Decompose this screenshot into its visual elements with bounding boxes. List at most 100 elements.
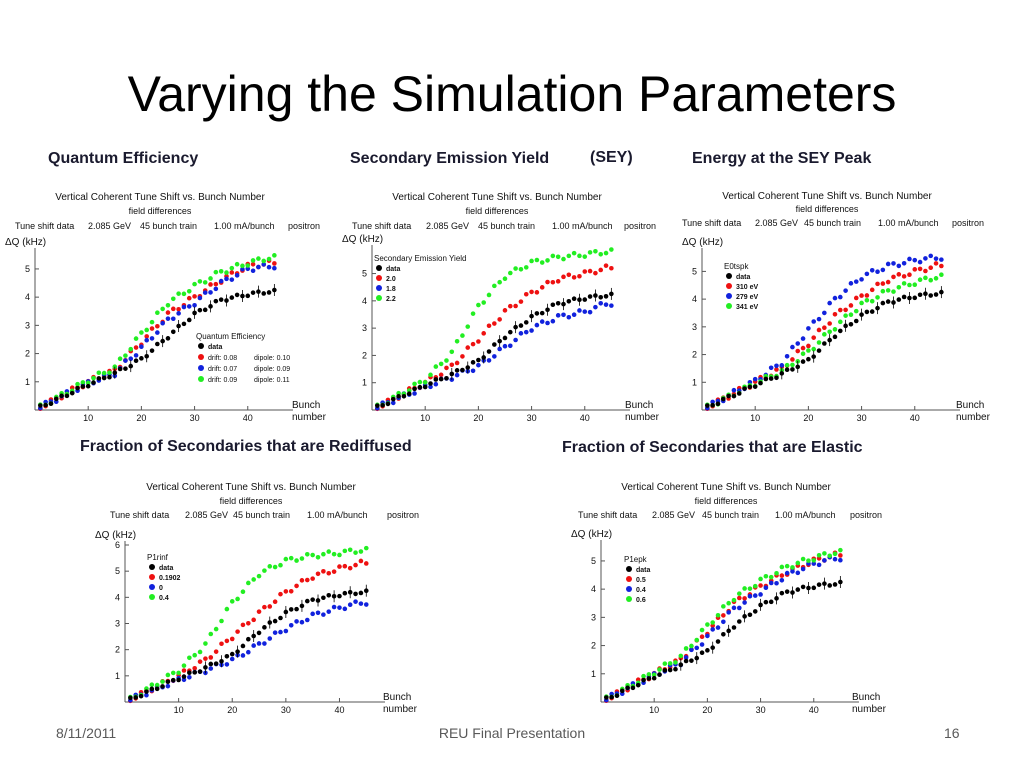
data-point	[561, 301, 566, 307]
data-point	[550, 253, 556, 259]
data-point	[827, 329, 832, 335]
data-point	[582, 309, 588, 314]
data-point	[550, 318, 556, 324]
data-point	[224, 298, 229, 303]
data-point	[342, 606, 348, 612]
legend-marker	[149, 574, 155, 580]
data-point	[598, 267, 604, 273]
data-point	[486, 349, 492, 354]
data-point	[822, 341, 827, 346]
data-point	[139, 356, 144, 361]
data-point	[208, 666, 214, 671]
data-point	[208, 290, 213, 295]
data-point	[534, 290, 540, 295]
x-axis-label: number	[852, 704, 887, 715]
data-point	[662, 668, 668, 673]
data-point	[885, 279, 891, 285]
slide-title: Varying the Simulation Parameters	[127, 66, 897, 122]
data-point	[822, 581, 827, 586]
data-point	[315, 554, 321, 560]
data-point	[224, 654, 230, 659]
data-point	[529, 328, 534, 333]
data-point	[811, 561, 817, 566]
data-point	[779, 371, 785, 376]
data-point	[683, 655, 689, 660]
data-point	[864, 309, 870, 315]
data-point	[896, 272, 902, 277]
series-data	[38, 283, 277, 408]
chart-title: Vertical Coherent Tune Shift vs. Bunch N…	[146, 482, 356, 493]
data-point	[133, 345, 139, 350]
data-point	[128, 695, 133, 701]
data-point	[710, 402, 715, 408]
data-point	[513, 266, 518, 271]
data-point	[630, 685, 636, 691]
data-point	[694, 637, 700, 643]
data-point	[123, 358, 128, 363]
y-axis-label: ΔQ (kHz)	[5, 237, 46, 248]
legend-label: 0.1902	[159, 575, 181, 582]
data-point	[603, 294, 609, 299]
data-point	[555, 300, 561, 306]
data-point	[800, 359, 806, 364]
data-point	[315, 598, 321, 603]
y-tick-label: 5	[692, 266, 697, 276]
data-point	[187, 674, 192, 680]
x-axis-label: Bunch	[383, 692, 411, 703]
data-point	[444, 358, 449, 363]
data-point	[859, 277, 864, 282]
data-point	[218, 269, 224, 274]
data-point	[641, 673, 646, 679]
data-point	[160, 684, 165, 689]
data-point	[202, 307, 208, 313]
legend-label: 1.8	[386, 286, 396, 293]
data-point	[240, 263, 245, 269]
data-point	[412, 386, 417, 392]
x-tick-label: 40	[243, 413, 253, 423]
y-tick-label: 3	[692, 322, 697, 332]
data-point	[197, 279, 203, 284]
data-point	[310, 552, 315, 558]
data-point	[261, 291, 267, 296]
data-point	[353, 599, 358, 604]
data-point	[176, 311, 181, 316]
data-point	[534, 311, 540, 316]
legend-marker	[376, 275, 382, 281]
data-point	[907, 295, 912, 301]
data-point	[742, 596, 747, 601]
chart-energy-sey-peak: Vertical Coherent Tune Shift vs. Bunch N…	[682, 191, 991, 423]
legend-label: data	[159, 565, 174, 572]
data-point	[234, 273, 240, 278]
data-point	[875, 295, 880, 300]
chart-info-text: 1.00 mA/bunch	[307, 510, 368, 520]
x-axis-label: Bunch	[852, 692, 880, 703]
data-point	[347, 565, 353, 571]
data-point	[710, 399, 715, 405]
data-point	[800, 345, 806, 351]
data-point	[245, 293, 251, 299]
data-point	[609, 265, 614, 271]
data-point	[736, 605, 742, 611]
data-point	[454, 372, 460, 378]
data-point	[577, 308, 582, 313]
data-point	[593, 304, 598, 310]
data-point	[219, 618, 224, 624]
data-point	[261, 258, 267, 264]
y-tick-label: 4	[362, 296, 367, 306]
data-point	[736, 591, 742, 596]
data-point	[288, 588, 294, 594]
data-point	[321, 612, 326, 617]
y-tick-label: 2	[362, 350, 367, 360]
data-point	[838, 557, 843, 563]
x-axis-label: Bunch	[625, 400, 653, 411]
data-point	[176, 306, 181, 312]
data-point	[272, 261, 277, 266]
data-point	[197, 659, 203, 664]
data-point	[43, 402, 48, 408]
data-point	[795, 587, 801, 592]
data-point	[827, 337, 832, 343]
data-point	[603, 263, 609, 268]
data-point	[85, 383, 91, 389]
data-point	[779, 590, 785, 596]
panel-secondary-emission-yield: Secondary Emission Yield (SEY) Vertical …	[340, 145, 680, 430]
